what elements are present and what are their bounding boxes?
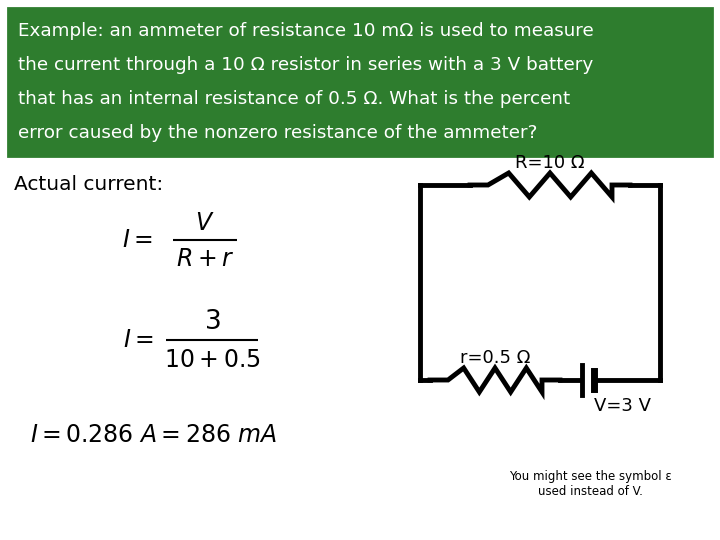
Text: You might see the symbol ε: You might see the symbol ε bbox=[508, 470, 671, 483]
Text: R=10 Ω: R=10 Ω bbox=[516, 154, 585, 172]
Text: error caused by the nonzero resistance of the ammeter?: error caused by the nonzero resistance o… bbox=[18, 124, 537, 142]
Text: $\mathit{R}+\mathit{r}$: $\mathit{R}+\mathit{r}$ bbox=[176, 247, 234, 271]
Text: the current through a 10 Ω resistor in series with a 3 V battery: the current through a 10 Ω resistor in s… bbox=[18, 56, 593, 74]
Text: Actual current:: Actual current: bbox=[14, 175, 163, 194]
Text: $\mathit{I}=$: $\mathit{I}=$ bbox=[122, 228, 153, 252]
Text: $\mathit{I}=0.286\ \mathit{A}=286\ \mathit{mA}$: $\mathit{I}=0.286\ \mathit{A}=286\ \math… bbox=[30, 423, 277, 447]
Text: $\mathit{I}=$: $\mathit{I}=$ bbox=[123, 328, 154, 352]
Text: used instead of V.: used instead of V. bbox=[538, 485, 642, 498]
Text: $10+0.5$: $10+0.5$ bbox=[163, 348, 261, 372]
Text: that has an internal resistance of 0.5 Ω. What is the percent: that has an internal resistance of 0.5 Ω… bbox=[18, 90, 570, 108]
Text: r=0.5 Ω: r=0.5 Ω bbox=[460, 349, 530, 367]
Text: Example: an ammeter of resistance 10 mΩ is used to measure: Example: an ammeter of resistance 10 mΩ … bbox=[18, 22, 594, 40]
Text: $\mathit{V}$: $\mathit{V}$ bbox=[195, 211, 215, 235]
Text: V=3 V: V=3 V bbox=[595, 397, 652, 415]
Bar bbox=[8, 8, 712, 156]
Text: $3$: $3$ bbox=[204, 309, 220, 335]
